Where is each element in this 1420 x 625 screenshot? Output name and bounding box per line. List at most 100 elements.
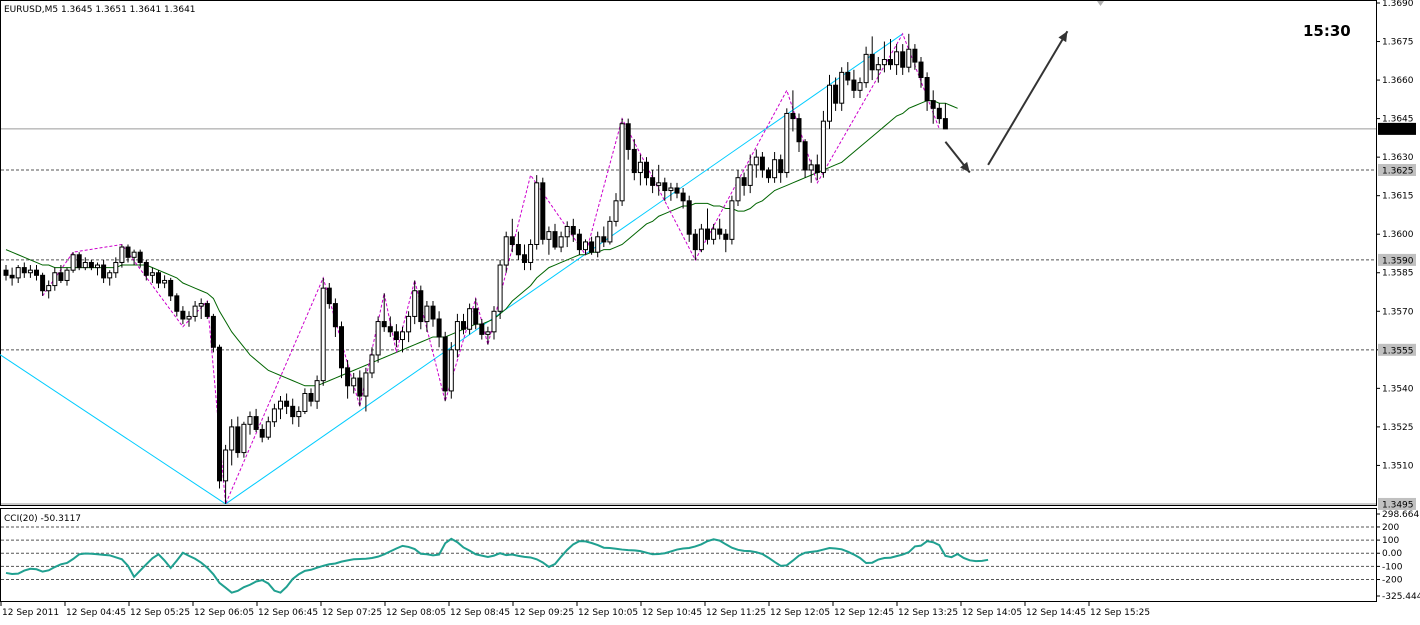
candle[interactable] (503, 231, 509, 273)
candle[interactable] (668, 182, 674, 201)
candle[interactable] (76, 252, 82, 271)
candle[interactable] (662, 177, 668, 201)
candle[interactable] (387, 316, 393, 337)
candle[interactable] (137, 249, 143, 268)
candle[interactable] (64, 267, 70, 286)
candle[interactable] (217, 344, 222, 489)
candle[interactable] (9, 267, 15, 286)
candle[interactable] (515, 231, 521, 260)
candle[interactable] (625, 118, 631, 160)
candle[interactable] (168, 277, 174, 302)
candle[interactable] (637, 154, 643, 186)
candle[interactable] (936, 103, 942, 124)
candle[interactable] (271, 403, 277, 427)
candle[interactable] (497, 259, 503, 319)
candle[interactable] (186, 311, 192, 327)
candle[interactable] (15, 265, 21, 284)
candle[interactable] (644, 157, 649, 186)
candle[interactable] (326, 283, 332, 309)
candle[interactable] (729, 195, 735, 245)
candle[interactable] (314, 375, 320, 409)
candle[interactable] (461, 313, 466, 335)
candle[interactable] (546, 226, 552, 255)
candle[interactable] (802, 139, 808, 178)
candle[interactable] (241, 421, 247, 458)
candle[interactable] (149, 267, 155, 284)
candle[interactable] (448, 342, 454, 399)
candle[interactable] (156, 270, 161, 289)
candle[interactable] (723, 229, 729, 253)
candle[interactable] (27, 265, 33, 278)
candle[interactable] (345, 360, 351, 399)
candle[interactable] (900, 44, 906, 75)
candle[interactable] (302, 388, 308, 415)
candle[interactable] (265, 416, 271, 440)
candle[interactable] (589, 236, 595, 255)
candle[interactable] (875, 56, 881, 83)
candle[interactable] (753, 149, 759, 178)
candle[interactable] (412, 280, 418, 325)
forecast-arrow[interactable] (987, 30, 1069, 166)
candle[interactable] (540, 177, 546, 245)
candle[interactable] (534, 175, 540, 250)
candle[interactable] (400, 326, 405, 353)
candle[interactable] (686, 195, 692, 242)
candle[interactable] (851, 69, 857, 99)
candle[interactable] (839, 67, 845, 111)
candle[interactable] (522, 244, 527, 271)
candle[interactable] (912, 44, 918, 70)
candle[interactable] (442, 331, 448, 402)
candle[interactable] (845, 62, 851, 86)
candle[interactable] (95, 262, 100, 276)
candle[interactable] (332, 298, 338, 337)
candle[interactable] (509, 218, 515, 253)
candle[interactable] (357, 370, 363, 407)
candle[interactable] (583, 239, 588, 255)
forecast-arrow[interactable] (944, 141, 971, 174)
candle[interactable] (363, 367, 369, 412)
chart-shift-marker[interactable] (1097, 1, 1104, 6)
candle[interactable] (717, 218, 723, 240)
candle[interactable] (125, 244, 131, 263)
candle[interactable] (192, 301, 198, 322)
candle[interactable] (174, 293, 180, 317)
candle[interactable] (113, 257, 119, 278)
candle[interactable] (131, 249, 137, 266)
candle[interactable] (613, 193, 619, 227)
candle[interactable] (888, 38, 893, 70)
candle[interactable] (619, 118, 625, 206)
candle[interactable] (711, 223, 717, 245)
candle[interactable] (284, 393, 290, 415)
candle[interactable] (759, 152, 765, 178)
candle[interactable] (790, 90, 796, 132)
candle[interactable] (223, 444, 229, 504)
candle[interactable] (40, 272, 46, 296)
candle[interactable] (406, 311, 412, 343)
candle[interactable] (607, 216, 613, 245)
candle[interactable] (741, 172, 747, 196)
candle[interactable] (180, 306, 186, 325)
candle[interactable] (674, 182, 680, 199)
candle[interactable] (595, 231, 601, 258)
candle[interactable] (107, 270, 113, 286)
candle[interactable] (558, 231, 564, 253)
candle[interactable] (229, 419, 235, 466)
candle[interactable] (692, 229, 698, 260)
candle[interactable] (857, 77, 863, 99)
candle[interactable] (34, 265, 39, 281)
trendline[interactable] (225, 33, 903, 505)
candle[interactable] (393, 324, 399, 348)
candle[interactable] (576, 229, 582, 255)
candle[interactable] (101, 259, 107, 284)
candle[interactable] (198, 298, 204, 319)
candle[interactable] (375, 316, 381, 363)
candle[interactable] (942, 103, 948, 130)
candle[interactable] (656, 164, 662, 196)
candle[interactable] (339, 321, 344, 379)
candle[interactable] (21, 262, 27, 278)
candle[interactable] (631, 139, 637, 181)
candle[interactable] (418, 285, 424, 330)
candle[interactable] (778, 154, 784, 183)
candle[interactable] (869, 36, 875, 81)
candle[interactable] (564, 221, 570, 248)
